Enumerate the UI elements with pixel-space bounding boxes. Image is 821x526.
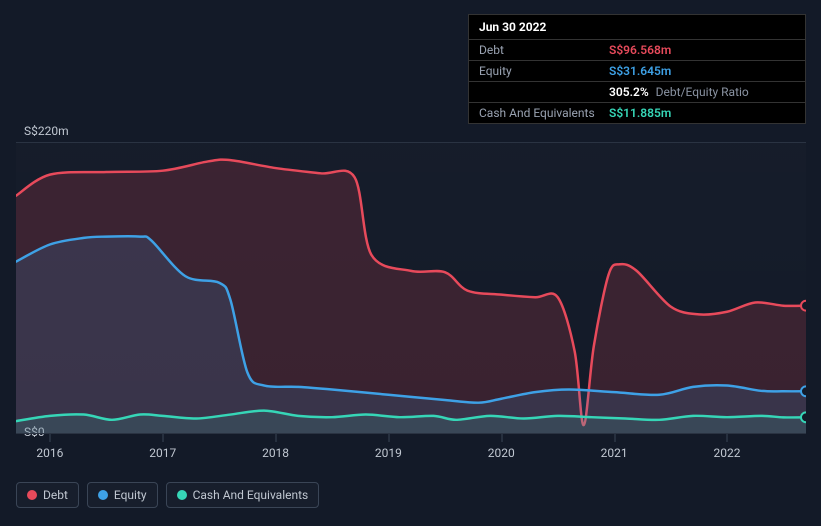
tooltip-value: S$11.885m xyxy=(609,106,671,120)
tooltip-date: Jun 30 2022 xyxy=(469,15,805,40)
tooltip-box: Jun 30 2022 DebtS$96.568mEquityS$31.645m… xyxy=(468,14,806,124)
tooltip-row: EquityS$31.645m xyxy=(469,61,805,82)
tooltip-label: Equity xyxy=(479,64,609,78)
tooltip-label: Debt xyxy=(479,43,609,57)
x-tick-label: 2020 xyxy=(488,446,515,460)
x-tick-line xyxy=(501,434,502,442)
tooltip-value: S$31.645m xyxy=(609,64,671,78)
y-axis-max-label: S$220m xyxy=(24,124,69,138)
tooltip-ratio: 305.2% Debt/Equity Ratio xyxy=(609,85,749,99)
x-tick-line xyxy=(50,434,51,442)
x-tick: 2018 xyxy=(262,446,289,460)
x-tick: 2017 xyxy=(149,446,176,460)
x-tick-line xyxy=(614,434,615,442)
x-tick-line xyxy=(388,434,389,442)
end-marker-equity xyxy=(801,386,806,396)
x-tick-line xyxy=(163,434,164,442)
tooltip-row: 305.2% Debt/Equity Ratio xyxy=(469,82,805,103)
legend-label: Equity xyxy=(114,488,147,502)
x-tick-line xyxy=(276,434,277,442)
x-tick: 2021 xyxy=(601,446,628,460)
x-tick-label: 2021 xyxy=(601,446,628,460)
x-tick-label: 2016 xyxy=(36,446,63,460)
chart-plot-area[interactable] xyxy=(16,142,806,434)
tooltip-label: Cash And Equivalents xyxy=(479,106,609,120)
legend-item-debt[interactable]: Debt xyxy=(16,482,79,508)
legend-label: Debt xyxy=(43,488,68,502)
x-tick: 2020 xyxy=(488,446,515,460)
tooltip-row: Cash And EquivalentsS$11.885m xyxy=(469,103,805,123)
legend-label: Cash And Equivalents xyxy=(193,488,309,502)
end-marker-cash-and-equivalents xyxy=(801,412,806,422)
x-tick-label: 2019 xyxy=(375,446,402,460)
x-tick-line xyxy=(727,434,728,442)
x-tick: 2022 xyxy=(714,446,741,460)
chart-svg xyxy=(16,143,806,433)
tooltip-row: DebtS$96.568m xyxy=(469,40,805,61)
legend: Debt Equity Cash And Equivalents xyxy=(16,482,319,508)
x-tick: 2019 xyxy=(375,446,402,460)
legend-dot-icon xyxy=(177,490,187,500)
legend-item-equity[interactable]: Equity xyxy=(87,482,158,508)
x-tick-label: 2022 xyxy=(714,446,741,460)
tooltip-label xyxy=(479,85,609,99)
legend-dot-icon xyxy=(27,490,37,500)
tooltip-value: S$96.568m xyxy=(609,43,671,57)
legend-item-cash-and-equivalents[interactable]: Cash And Equivalents xyxy=(166,482,320,508)
end-marker-debt xyxy=(801,301,806,311)
x-tick-label: 2018 xyxy=(262,446,289,460)
x-tick: 2016 xyxy=(36,446,63,460)
legend-dot-icon xyxy=(98,490,108,500)
x-tick-label: 2017 xyxy=(149,446,176,460)
